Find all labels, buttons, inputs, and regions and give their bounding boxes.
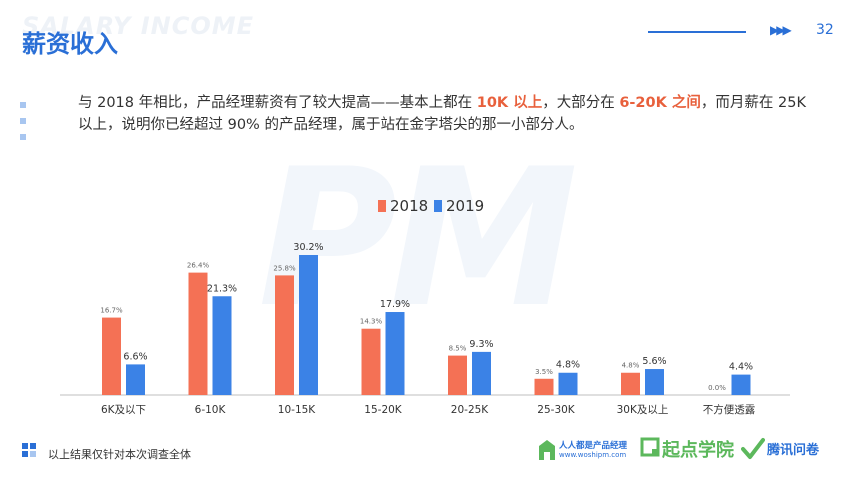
- category-label-4: 20-25K: [451, 404, 490, 416]
- page-title: 薪资收入: [22, 30, 118, 58]
- qidian-logo: 起点学院: [640, 435, 734, 463]
- legend-swatch-2019: [434, 200, 442, 212]
- bar-2019-4: [472, 351, 491, 395]
- bar-2018-2: [275, 275, 294, 395]
- legend-label-2018: 2018: [390, 197, 429, 215]
- desc-highlight-2: 6-20K 之间: [619, 95, 701, 111]
- bar-2018-6: [621, 372, 640, 395]
- bar-2018-4: [448, 355, 467, 395]
- desc-part-3: ，而月薪在 25K 以上，说明你已经超过 90% 的产品经理，属于站在金字塔尖的…: [78, 95, 806, 133]
- bar-2018-3: [361, 328, 381, 395]
- data-label-2019-6: 5.6%: [642, 356, 666, 367]
- legend-item-2019: 2019: [434, 197, 484, 215]
- category-label-6: 30K及以上: [617, 404, 669, 416]
- data-label-2018-5: 3.5%: [535, 368, 553, 376]
- qidian-logo-icon: [640, 437, 660, 457]
- data-label-2018-4: 8.5%: [449, 345, 467, 353]
- bar-2019-6: [645, 369, 664, 395]
- data-label-2018-1: 26.4%: [187, 262, 210, 270]
- footer-square-icon: [22, 443, 28, 449]
- bar-2019-3: [385, 312, 405, 395]
- data-label-2018-7: 0.0%: [708, 384, 726, 392]
- category-label-2: 10-15K: [278, 404, 317, 416]
- data-label-2019-7: 4.4%: [729, 362, 753, 373]
- data-label-2019-3: 17.9%: [380, 299, 410, 310]
- category-label-3: 15-20K: [364, 404, 403, 416]
- woshipm-logo-icon: [539, 440, 555, 460]
- bar-2019-1: [212, 296, 232, 395]
- side-dot-icon: [20, 102, 26, 108]
- woshipm-logo-url: www.woshipm.com: [559, 451, 627, 459]
- bar-2019-2: [299, 255, 318, 395]
- legend-label-2019: 2019: [446, 197, 485, 215]
- footer-square-icon: [22, 451, 28, 457]
- footer-square-icon: [30, 443, 36, 449]
- side-dot-icon: [20, 134, 26, 140]
- bar-2018-1: [188, 272, 208, 395]
- description-text: 与 2018 年相比，产品经理薪资有了较大提高——基本上都在 10K 以上，大部…: [78, 92, 808, 136]
- bar-2019-0: [126, 364, 145, 395]
- side-dot-icon: [20, 118, 26, 124]
- bar-2019-7: [731, 374, 751, 395]
- tencent-logo-title: 腾讯问卷: [767, 443, 820, 458]
- page-arrows-icon: ▶▶▶: [770, 23, 792, 37]
- header-divider: [648, 31, 746, 33]
- data-label-2018-0: 16.7%: [100, 307, 123, 315]
- bar-2019-5: [558, 372, 578, 395]
- bar-2018-5: [534, 378, 554, 395]
- footer-note: 以上结果仅针对本次调查全体: [48, 448, 191, 461]
- woshipm-logo: 人人都是产品经理 www.woshipm.com: [537, 437, 631, 463]
- check-logo-icon: [741, 438, 765, 459]
- data-label-2019-1: 21.3%: [207, 283, 237, 294]
- data-label-2019-2: 30.2%: [293, 242, 323, 253]
- data-label-2019-4: 9.3%: [469, 339, 493, 350]
- woshipm-logo-title: 人人都是产品经理: [559, 441, 628, 451]
- footer-square-icon: [30, 451, 36, 457]
- qidian-logo-title: 起点学院: [662, 440, 734, 461]
- category-label-7: 不方便透露: [703, 403, 756, 416]
- page-number: 32: [816, 22, 834, 38]
- category-label-0: 6K及以下: [101, 404, 146, 416]
- data-label-2018-6: 4.8%: [622, 362, 640, 370]
- header-bg-word: SALARY INCOME: [22, 12, 255, 40]
- category-label-1: 6-10K: [195, 404, 227, 416]
- data-label-2019-5: 4.8%: [556, 360, 580, 371]
- desc-part-2: ，大部分在: [542, 95, 620, 111]
- data-label-2018-2: 25.8%: [273, 264, 296, 272]
- tencent-wenjuan-logo: 腾讯问卷: [741, 435, 841, 463]
- category-label-5: 25-30K: [537, 404, 576, 416]
- legend-item-2018: 2018: [378, 197, 428, 215]
- legend-swatch-2018: [378, 200, 386, 212]
- data-label-2018-3: 14.3%: [360, 318, 383, 326]
- bar-2018-0: [102, 317, 121, 395]
- desc-highlight-1: 10K 以上: [476, 95, 543, 111]
- desc-part-1: 与 2018 年相比，产品经理薪资有了较大提高——基本上都在: [78, 95, 477, 111]
- data-label-2019-0: 6.6%: [123, 351, 147, 362]
